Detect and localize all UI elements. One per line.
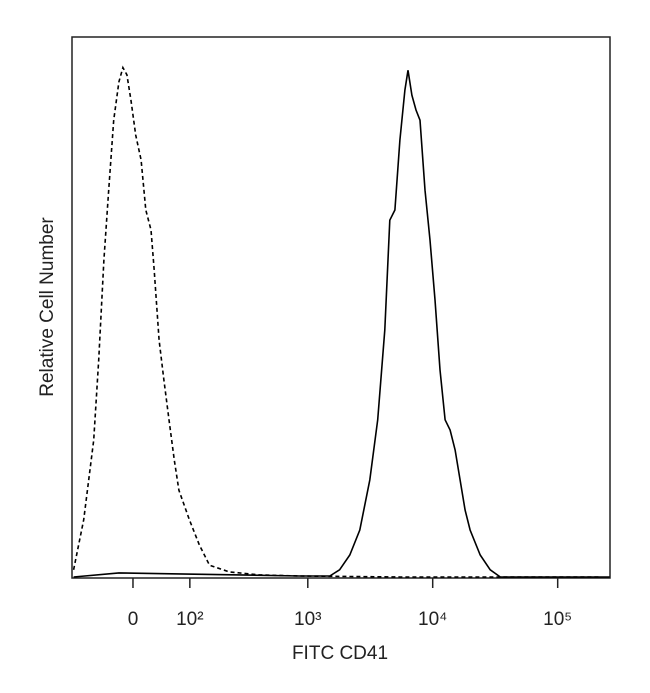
x-tick-label: 10³ (294, 609, 321, 630)
histogram-line (72, 65, 601, 578)
x-tick-label: 10² (176, 609, 203, 630)
plot-frame (71, 36, 611, 579)
x-tick-label: 0 (128, 609, 139, 630)
y-axis-label: Relative Cell Number (37, 217, 58, 397)
x-tick-label: 10⁴ (418, 609, 447, 630)
histogram-line (73, 70, 610, 578)
x-tick-label: 10⁵ (543, 609, 572, 630)
x-axis-label: FITC CD41 (292, 643, 388, 664)
